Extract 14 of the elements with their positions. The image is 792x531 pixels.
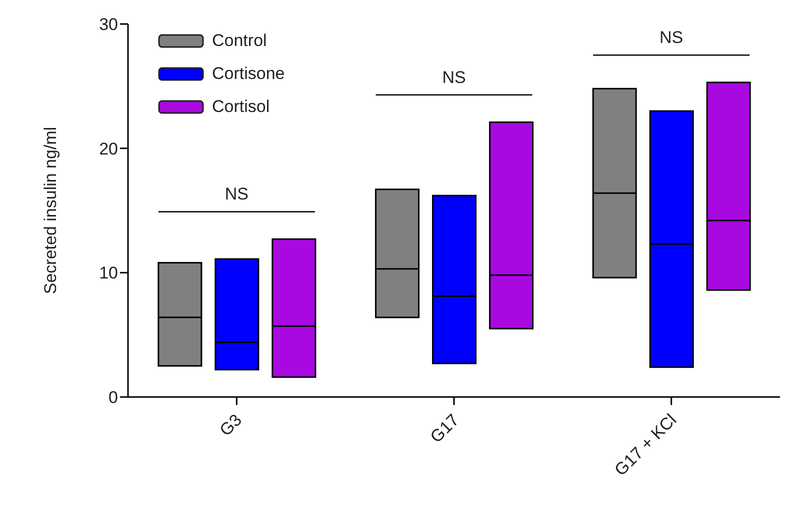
y-axis-title: Secreted insulin ng/ml <box>41 126 60 294</box>
legend-label: Cortisol <box>212 96 270 116</box>
annotation: NS <box>224 184 248 204</box>
y-tick-label: 30 <box>99 15 118 34</box>
annotation: NS <box>442 68 466 87</box>
annotation: NS <box>660 28 684 48</box>
legend-label: Control <box>212 30 267 50</box>
x-tick-label: G3 <box>216 410 246 440</box>
y-tick-label: 20 <box>99 139 118 158</box>
x-tick-label: G17 + KCl <box>610 410 680 480</box>
y-tick-label: 0 <box>108 388 118 408</box>
x-tick-label: G17 <box>426 410 463 447</box>
legend-label: Cortisone <box>212 64 285 84</box>
y-tick-label: 10 <box>99 264 118 283</box>
